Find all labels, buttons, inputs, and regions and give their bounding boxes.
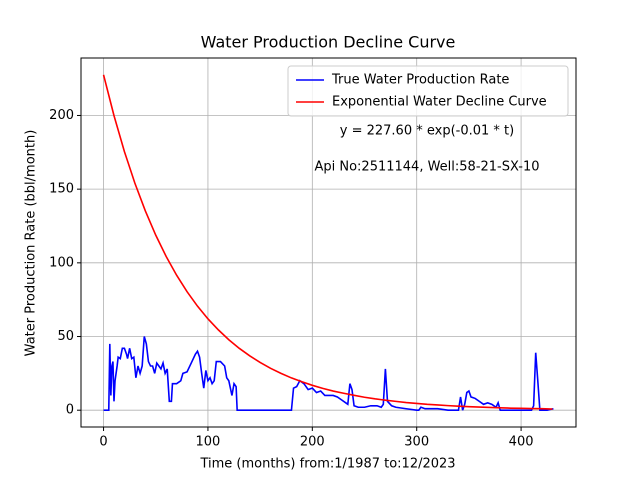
data-line [102, 74, 553, 410]
chart-title: Water Production Decline Curve [201, 33, 456, 52]
x-tick-label: 400 [509, 435, 534, 450]
legend-label: Exponential Water Decline Curve [332, 95, 547, 110]
y-tick-label: 50 [57, 329, 74, 344]
x-axis-label: Time (months) from:1/1987 to:12/2023 [199, 457, 455, 472]
annotation: Api No:2511144, Well:58-21-SX-10 [314, 160, 539, 175]
x-tick-label: 100 [196, 435, 221, 450]
x-tick-label: 300 [404, 435, 429, 450]
legend-label: True Water Production Rate [331, 73, 509, 88]
x-tick-label: 200 [300, 435, 325, 450]
legend-box [287, 65, 569, 117]
data-line [103, 336, 554, 411]
y-tick-label: 100 [49, 255, 74, 270]
y-tick-label: 0 [66, 403, 74, 418]
annotation: y = 227.60 * exp(-0.01 * t) [340, 124, 514, 139]
y-axis-label: Water Production Rate (bbl/month) [24, 130, 39, 357]
x-tick-label: 0 [99, 435, 107, 450]
y-tick-label: 150 [49, 182, 74, 197]
plot-frame [80, 57, 577, 428]
y-tick-label: 200 [49, 108, 74, 123]
